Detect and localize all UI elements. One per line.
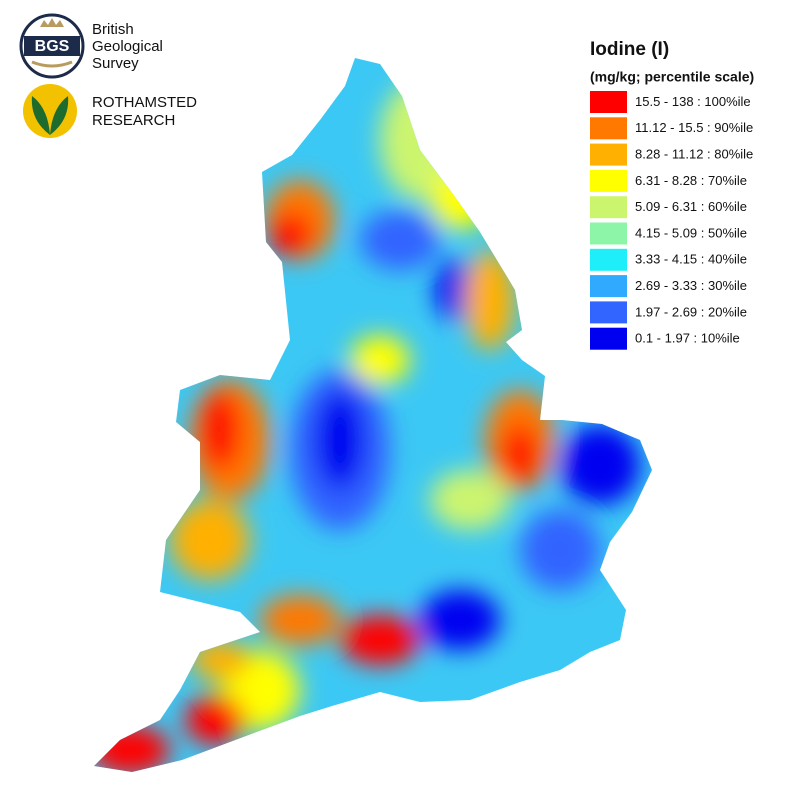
rothamsted-leaf [31,96,50,135]
legend-label: 1.97 - 2.69 : 20%ile [635,304,747,319]
legend-label: 2.69 - 3.33 : 30%ile [635,278,747,293]
legend-swatch [590,275,627,298]
legend-label: 6.31 - 8.28 : 70%ile [635,173,747,188]
legend-label: 5.09 - 6.31 : 60%ile [635,199,747,214]
legend-label: 8.28 - 11.12 : 80%ile [635,147,753,162]
bgs-name-line: British [92,21,134,38]
legend-swatch [590,248,627,271]
bgs-swoosh [31,60,73,68]
bgs-badge-band [24,36,80,56]
legend-subtitle: (mg/kg; percentile scale) [590,69,754,85]
legend-swatch [590,222,627,245]
rothamsted-leaf [50,96,69,135]
legend-swatch [590,169,627,192]
legend-title: Iodine (I) [590,39,669,60]
rothamsted-disc [23,84,77,138]
legend-swatch [590,91,627,113]
rothamsted-name-line: RESEARCH [92,112,175,129]
legend-label: 0.1 - 1.97 : 10%ile [635,331,740,346]
bgs-crown [40,18,64,27]
bgs-name-line: Geological [92,38,163,55]
legend-label: 15.5 - 138 : 100%ile [635,94,751,109]
rothamsted-name-line: ROTHAMSTED [92,94,197,111]
bgs-logo: BGS British Geological Survey [19,13,163,79]
legend: Iodine (I) (mg/kg; percentile scale) 15.… [590,39,754,350]
rothamsted-logo: ROTHAMSTED RESEARCH [23,84,197,138]
legend-swatch [590,327,627,350]
legend-label: 11.12 - 15.5 : 90%ile [635,120,753,135]
legend-swatch [590,117,627,140]
iodine-map [94,58,652,772]
legend-label: 4.15 - 5.09 : 50%ile [635,225,747,240]
legend-swatch [590,301,627,324]
legend-swatch [590,143,627,166]
bgs-name-line: Survey [92,55,139,72]
bgs-badge-text: BGS [35,38,70,55]
legend-swatch [590,196,627,219]
legend-label: 3.33 - 4.15 : 40%ile [635,252,747,267]
